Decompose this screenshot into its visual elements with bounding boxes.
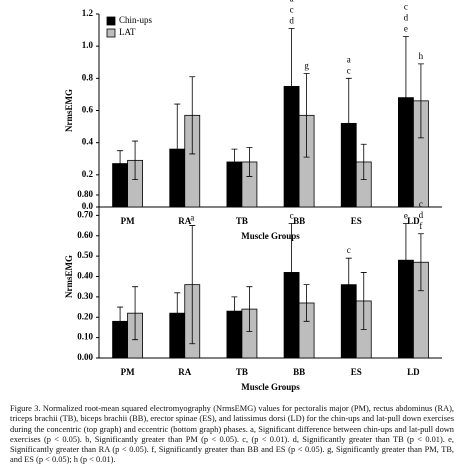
error-bar (303, 284, 310, 322)
error-bar (117, 150, 124, 177)
x-tick-label: PM (121, 367, 135, 377)
error-bar (402, 223, 409, 298)
y-tick-label: 0.70 (77, 209, 93, 219)
y-tick-label: 0.0 (82, 201, 94, 211)
error-bar (174, 103, 181, 195)
x-tick-label: TB (236, 367, 248, 377)
error-bar (288, 223, 295, 322)
significance-label: e (404, 211, 408, 221)
legend-label: Chin-ups (119, 15, 153, 25)
x-tick-label: ES (351, 216, 362, 226)
error-bar (417, 233, 424, 292)
x-tick-label: PM (121, 216, 135, 226)
significance-label: c (290, 211, 294, 221)
y-tick-label: 0.00 (77, 352, 93, 362)
significance-label: e (404, 24, 408, 34)
legend-label: LAT (119, 27, 136, 37)
significance-label: c (419, 199, 423, 209)
y-tick-label: 0.80 (77, 189, 93, 199)
y-tick-label: 0.60 (77, 230, 93, 240)
significance-label: c (290, 5, 294, 15)
error-bar (246, 147, 253, 177)
y-tick-label: 0.30 (77, 291, 93, 301)
error-bar (360, 143, 367, 181)
y-tick-label: 0.4 (82, 137, 94, 147)
y-tick-label: 0.50 (77, 250, 93, 260)
x-tick-label: RA (178, 367, 191, 377)
significance-label: c (404, 2, 408, 12)
error-bar (117, 306, 124, 336)
error-bar (189, 225, 196, 345)
x-tick-label: BB (293, 367, 305, 377)
significance-label: h (419, 51, 424, 61)
y-tick-label: 0.20 (77, 311, 93, 321)
x-axis-label: Muscle Groups (241, 231, 300, 241)
error-bar (345, 257, 352, 312)
legend-swatch (106, 16, 116, 26)
error-bar (132, 140, 139, 181)
x-axis-label: Muscle Groups (241, 382, 300, 392)
significance-label: c (347, 65, 351, 75)
error-bar (231, 296, 238, 326)
error-bar (360, 272, 367, 330)
error-bar (189, 76, 196, 155)
significance-label: g (304, 61, 309, 71)
significance-label: d (404, 13, 409, 23)
y-tick-label: 0.10 (77, 332, 93, 342)
significance-label: c (404, 189, 408, 199)
x-tick-label: LD (407, 216, 420, 226)
error-bar (174, 292, 181, 334)
y-tick-label: 0.40 (77, 271, 93, 281)
significance-label: d (289, 16, 294, 26)
significance-label: a (190, 213, 194, 223)
y-tick-label: 0.8 (82, 72, 94, 82)
y-axis-label: NrmsEMG (64, 255, 74, 298)
significance-label: d (404, 200, 409, 210)
significance-label: a (347, 54, 351, 64)
x-tick-label: ES (351, 367, 362, 377)
y-axis-label: NrmsEMG (64, 89, 74, 132)
x-tick-label: TB (236, 216, 248, 226)
y-tick-label: 0.2 (82, 169, 94, 179)
legend-swatch (106, 28, 116, 38)
y-tick-label: 0.6 (82, 105, 94, 115)
significance-label: a (290, 0, 294, 4)
y-tick-label: 1.2 (82, 8, 94, 18)
y-tick-label: 1.0 (82, 40, 94, 50)
error-bar (246, 286, 253, 332)
x-tick-label: RA (178, 216, 191, 226)
x-tick-label: BB (293, 216, 305, 226)
caption: Figure 3. Normalized root-mean squared e… (10, 404, 454, 465)
error-bar (132, 286, 139, 341)
error-bar (303, 73, 310, 158)
error-bar (288, 28, 295, 145)
error-bar (402, 36, 409, 160)
significance-label: c (347, 245, 351, 255)
error-bar (231, 148, 238, 176)
error-bar (345, 77, 352, 169)
significance-label: d (419, 210, 424, 220)
significance-label: f (419, 221, 422, 231)
error-bar (417, 63, 424, 139)
figure: 0.0 0.2 0.4 0.6 0.8 1.0 1.2 NrmsEMG Muscle Group… (64, 0, 442, 392)
x-tick-label: LD (407, 367, 420, 377)
